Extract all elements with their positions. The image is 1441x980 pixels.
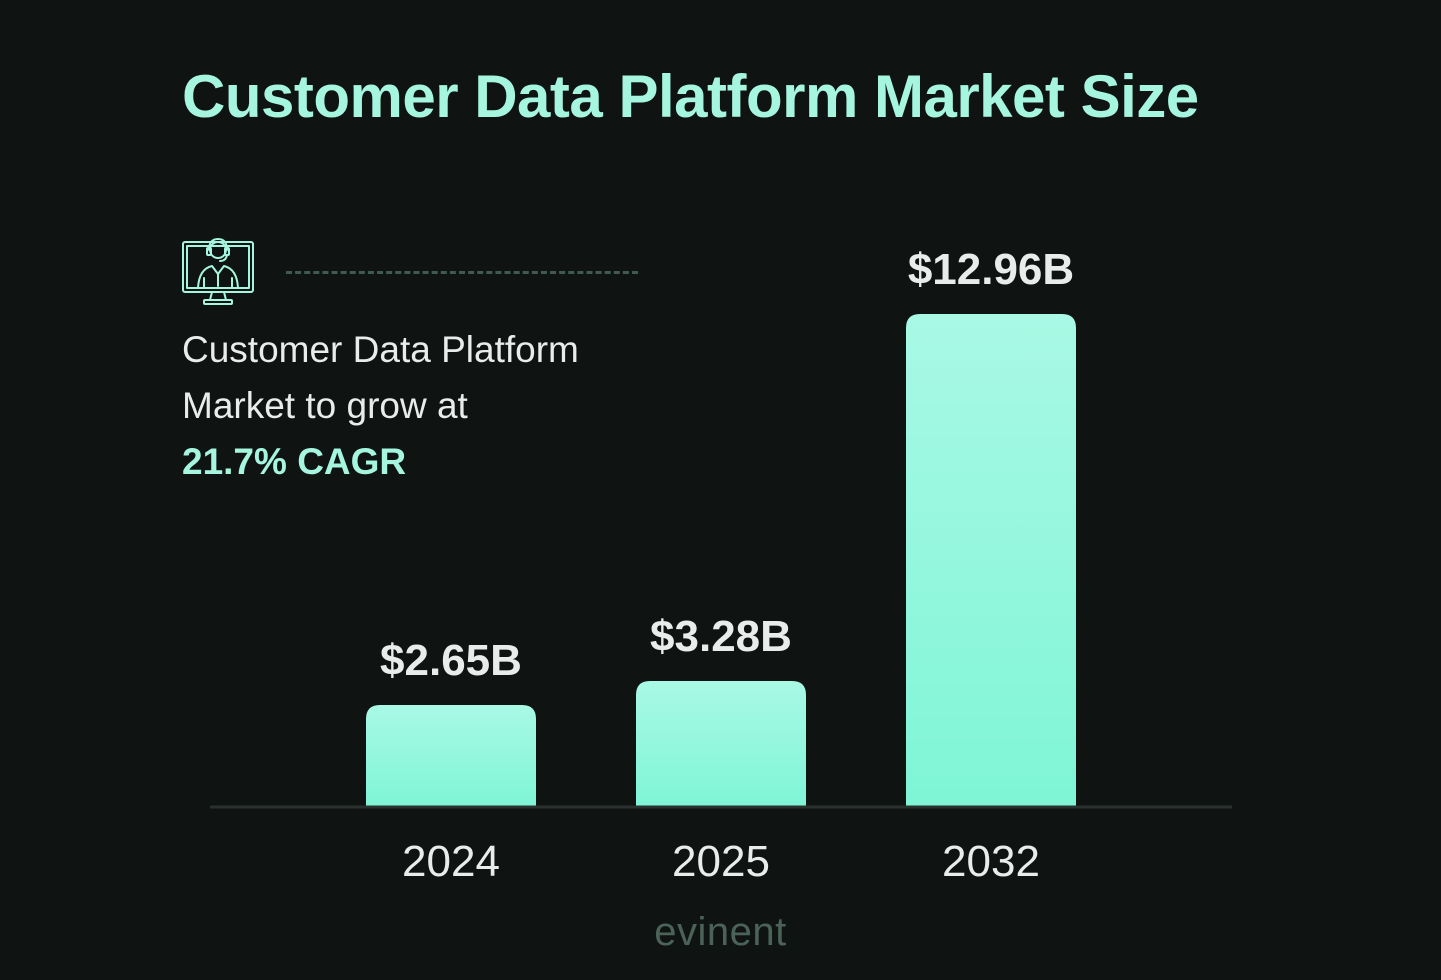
x-tick-label-2025: 2025 bbox=[672, 837, 770, 886]
bar-2032 bbox=[906, 314, 1076, 806]
callout-cagr-value: 21.7% CAGR bbox=[182, 441, 407, 482]
bar-2024 bbox=[366, 705, 536, 806]
chart-title: Customer Data Platform Market Size bbox=[182, 63, 1199, 130]
callout-line-2: Market to grow at bbox=[182, 385, 468, 426]
data-label-2032: $12.96B bbox=[908, 245, 1074, 294]
callout-divider bbox=[286, 270, 638, 274]
callout-header bbox=[182, 236, 662, 308]
data-label-2024: $2.65B bbox=[380, 636, 522, 685]
monitor-support-agent-icon bbox=[182, 238, 254, 305]
x-tick-label-2032: 2032 bbox=[942, 837, 1040, 886]
cagr-callout: Customer Data Platform Market to grow at… bbox=[182, 236, 662, 490]
data-label-2025: $3.28B bbox=[650, 612, 792, 661]
bar-2025 bbox=[636, 681, 806, 806]
brand-logo: evinent bbox=[654, 910, 787, 954]
x-tick-label-2024: 2024 bbox=[402, 837, 500, 886]
callout-line-1: Customer Data Platform bbox=[182, 329, 579, 370]
bar-chart: $2.65B 2024 $3.28B 2025 $12.96B 2032 bbox=[210, 245, 1232, 886]
